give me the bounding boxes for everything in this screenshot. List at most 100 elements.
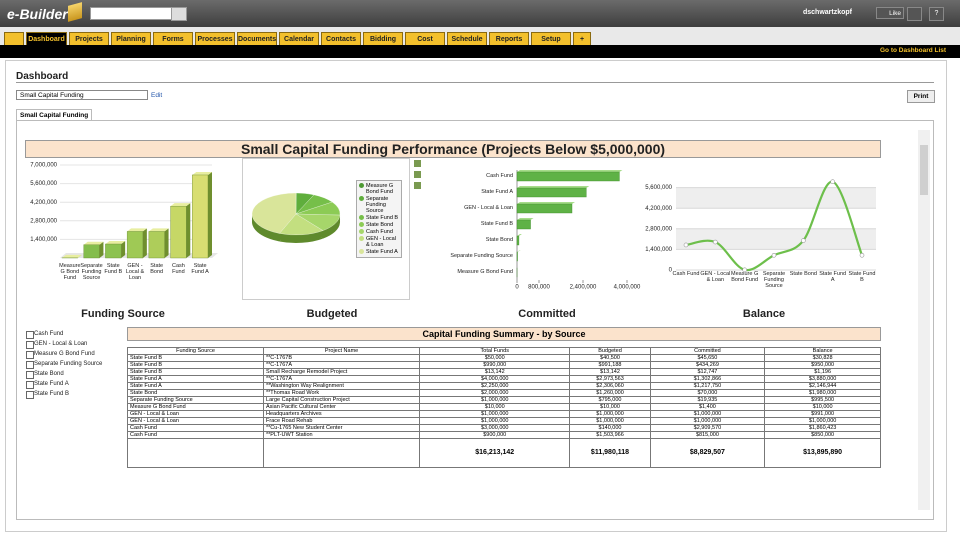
table-cell: Cash Fund (126, 424, 265, 432)
nav-tab[interactable]: Planning (111, 32, 151, 45)
nav-tab[interactable]: Projects (69, 32, 109, 45)
bar-side (208, 171, 212, 258)
table-cell: $1,260,000 (569, 389, 651, 397)
dislike-button[interactable] (907, 7, 922, 21)
filter-checkbox[interactable] (26, 391, 34, 399)
column-header: Balance (764, 347, 881, 355)
bar-top (148, 228, 169, 232)
legend-label: State Bond (366, 222, 394, 228)
dashboard-list-link[interactable]: Go to Dashboard List (880, 47, 947, 54)
edit-link[interactable]: Edit (151, 92, 163, 99)
bar (83, 244, 100, 259)
bar (516, 187, 587, 198)
legend-swatch (359, 249, 364, 254)
table-cell: $1,000,000 (419, 396, 571, 404)
help-button[interactable]: ? (929, 7, 944, 21)
nav-tab[interactable]: Setup (531, 32, 571, 45)
header-row: Funding Source Project Name Total Funds Bud… (126, 347, 881, 355)
table-cell: State Fund B (126, 354, 265, 362)
nav-tab[interactable]: Cost (405, 32, 445, 45)
dashboard-select[interactable]: Small Capital Funding (16, 90, 148, 100)
filter-checkbox[interactable] (26, 351, 34, 359)
bar-side (121, 241, 126, 258)
table-row: GEN - Local & Loan Headquarters Archives $… (126, 410, 881, 418)
table-row: Cash Fund **Cu-1765 New Student Center $3,… (126, 424, 881, 432)
scrollbar[interactable] (918, 130, 930, 510)
nav-tab[interactable]: Dashboard (26, 32, 67, 45)
filter-checkbox[interactable] (26, 361, 34, 369)
table-cell: $991,188 (569, 361, 651, 369)
table-cell (263, 438, 421, 468)
legend-label: GEN - Local & Loan (366, 236, 396, 248)
print-button[interactable]: Print (907, 90, 935, 103)
y-tick-label: Separate Funding Source (450, 253, 513, 259)
nav-tab[interactable]: Forms (153, 32, 193, 45)
y-tick-label: 1,400,000 (30, 237, 57, 243)
legend-swatch (359, 222, 364, 227)
logo[interactable]: e-Builder (7, 6, 68, 22)
pie-frame (242, 158, 410, 300)
table-cell: $2,000,000 (419, 389, 571, 397)
bar-top (517, 250, 521, 252)
table-cell: $1,860,423 (764, 424, 881, 432)
bar-top (517, 218, 534, 220)
table-cell: State Fund B (126, 368, 265, 376)
table-cell: $50,000 (419, 354, 571, 362)
total-cell: $11,980,118 (569, 438, 651, 468)
table-title: Capital Funding Summary - by Source (127, 327, 881, 341)
table-cell: $3,000,000 (419, 424, 571, 432)
bar (516, 219, 531, 230)
x-tick-label: 2,400,000 (570, 285, 597, 291)
report-tab[interactable]: Small Capital Funding (16, 109, 93, 121)
table-cell: $70,000 (649, 389, 766, 397)
grid-band (676, 228, 876, 250)
y-tick-label: 1,400,000 (645, 247, 672, 253)
y-tick-label: 2,800,000 (30, 218, 57, 224)
table-cell (126, 438, 265, 468)
table-cell: $1,503,966 (569, 431, 651, 439)
legend-swatch (359, 196, 364, 201)
table-cell: $950,000 (764, 361, 881, 369)
table-cell: $815,000 (649, 431, 766, 439)
nav-tab[interactable]: Processes (195, 32, 235, 45)
filter-checkbox[interactable] (26, 371, 34, 379)
table-cell: $1,000,000 (419, 417, 571, 425)
table-row: State Fund B Small Recharge Remodel Proje… (126, 368, 881, 376)
point (713, 239, 718, 245)
table-cell: Large Capital Construction Project (263, 396, 421, 404)
table-cell: **PLT-UWT Station (263, 431, 421, 439)
nav-tab[interactable]: Contacts (321, 32, 361, 45)
bar (105, 243, 122, 259)
filter-label: Cash Fund (34, 331, 64, 337)
filter-checkbox[interactable] (26, 381, 34, 389)
bar-top (62, 254, 82, 258)
bar (516, 251, 518, 262)
legend-label: State Fund A (366, 249, 398, 255)
column-header: Budgeted (569, 347, 651, 355)
filter-checkbox[interactable] (26, 331, 34, 339)
nav-tab[interactable]: Calendar (279, 32, 319, 45)
bar-top (517, 266, 521, 268)
search-button[interactable] (171, 7, 187, 21)
nav-tab[interactable]: Bidding (363, 32, 403, 45)
nav-tab[interactable]: Reports (489, 32, 529, 45)
home-tab[interactable] (4, 32, 24, 45)
nav-tab[interactable]: + (573, 32, 591, 45)
nav-tab[interactable]: Schedule (447, 32, 487, 45)
summary-table: Funding Source Project Name Total Funds Bud… (126, 347, 881, 468)
y-tick-label: GEN - Local & Loan (464, 205, 513, 211)
scroll-thumb[interactable] (920, 145, 928, 195)
chart-title: Balance (742, 308, 786, 320)
filter-label: State Fund A (34, 381, 69, 387)
table-cell: $2,250,000 (419, 382, 571, 390)
table-cell: $1,000,000 (649, 417, 766, 425)
table-cell: $1,000,000 (649, 410, 766, 418)
bar-top (105, 241, 126, 245)
user-menu[interactable]: dschwartzkopf (803, 9, 853, 16)
nav-tab[interactable]: Documents (237, 32, 277, 45)
legend-label: Measure G Bond Fund (366, 183, 394, 195)
like-button[interactable]: Like (876, 7, 904, 19)
filter-checkbox[interactable] (26, 341, 34, 349)
bar-side (99, 241, 104, 258)
point (742, 267, 747, 273)
